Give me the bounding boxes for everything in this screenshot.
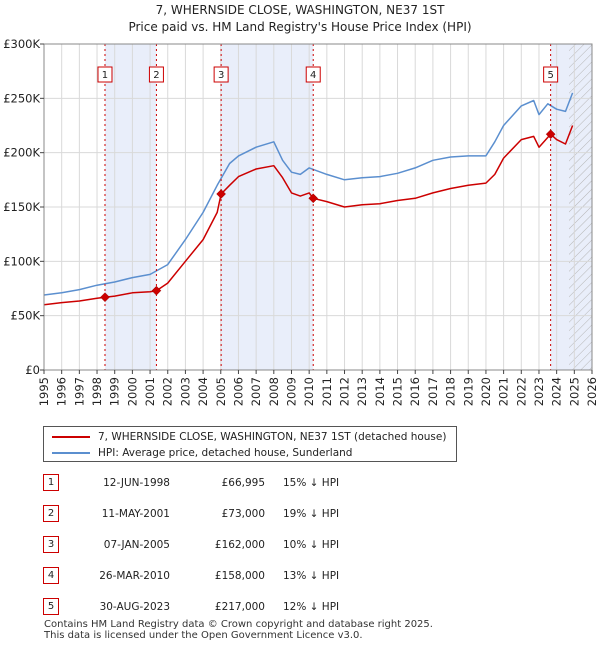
x-tick-label: 2015	[391, 377, 405, 406]
sale-hpi-diff: 10% ↓ HPI	[283, 539, 340, 551]
x-tick-label: 1998	[90, 377, 104, 406]
sale-date: 26-MAR-2010	[99, 570, 170, 582]
x-tick-label: 2024	[550, 377, 564, 406]
sale-label-box	[305, 66, 321, 83]
y-tick-label: £100K	[3, 254, 40, 268]
sale-number-badge: 4	[43, 567, 59, 584]
legend-swatch-blue	[52, 452, 90, 454]
legend-swatch-red	[52, 436, 90, 438]
price-chart: 7, WHERNSIDE CLOSE, WASHINGTON, NE37 1ST…	[3, 3, 599, 406]
x-tick-label: 2004	[196, 377, 210, 406]
series-line-hpi	[44, 92, 574, 296]
legend-item-property: 7, WHERNSIDE CLOSE, WASHINGTON, NE37 1ST…	[52, 429, 446, 445]
y-tick-label: £50K	[11, 309, 41, 323]
sale-hpi-diff: 13% ↓ HPI	[283, 570, 340, 582]
x-tick-label: 2005	[214, 377, 228, 406]
sale-point	[308, 193, 319, 204]
sale-label-box	[543, 66, 559, 83]
sale-hpi-diff: 15% ↓ HPI	[283, 477, 340, 489]
x-tick-label: 2020	[479, 377, 493, 406]
sale-label-box	[213, 66, 229, 83]
sale-point	[100, 292, 110, 303]
sale-point	[151, 285, 162, 296]
sale-hpi-diff: 12% ↓ HPI	[283, 601, 340, 613]
x-tick-label: 2001	[143, 377, 157, 406]
legend-item-hpi: HPI: Average price, detached house, Sund…	[52, 445, 352, 461]
sale-number-badge: 2	[43, 505, 59, 522]
sale-number-badge: 5	[43, 598, 59, 615]
x-tick-label: 2002	[161, 377, 175, 406]
sale-price: £158,000	[214, 570, 265, 582]
x-tick-label: 2025	[567, 377, 581, 406]
chart-subtitle: Price paid vs. HM Land Registry's House …	[128, 20, 471, 34]
sale-label-number: 3	[218, 70, 224, 81]
x-tick-label: 2000	[125, 377, 139, 406]
x-tick-label: 1999	[108, 377, 122, 406]
sale-markers: 1 2 3 4 5	[97, 44, 559, 370]
sale-price: £217,000	[214, 601, 265, 613]
x-tick-label: 2019	[461, 377, 475, 406]
x-tick-label: 2013	[355, 377, 369, 406]
legend-label-hpi: HPI: Average price, detached house, Sund…	[98, 447, 353, 459]
x-tick-label: 2018	[444, 377, 458, 406]
x-tick-label: 2011	[320, 377, 334, 406]
series-lines	[44, 92, 574, 306]
series-line-property	[44, 125, 574, 306]
y-tick-label: £250K	[3, 91, 40, 105]
sale-price: £162,000	[214, 539, 265, 551]
footer-licence: This data is licensed under the Open Gov…	[44, 630, 363, 641]
sale-date: 30-AUG-2023	[99, 601, 170, 613]
y-tick-label: £300K	[3, 37, 40, 51]
sale-point	[216, 189, 226, 199]
footer-copyright: Contains HM Land Registry data © Crown c…	[44, 619, 433, 630]
table-row: 4 26-MAR-2010 £158,000 13% ↓ HPI	[0, 567, 600, 585]
x-tick-label: 2014	[373, 377, 387, 406]
sale-number-badge: 1	[43, 474, 59, 491]
sale-point	[545, 129, 556, 140]
table-row: 3 07-JAN-2005 £162,000 10% ↓ HPI	[0, 536, 600, 554]
sale-label-number: 4	[310, 70, 316, 81]
x-tick-label: 2022	[514, 377, 528, 406]
table-row: 5 30-AUG-2023 £217,000 12% ↓ HPI	[0, 598, 600, 616]
sale-label-number: 5	[547, 70, 553, 81]
y-tick-label: £200K	[3, 146, 40, 160]
x-tick-label: 1997	[72, 377, 86, 406]
x-tick-label: 2023	[532, 377, 546, 406]
chart-title: 7, WHERNSIDE CLOSE, WASHINGTON, NE37 1ST	[156, 3, 445, 17]
x-tick-label: 2012	[338, 377, 352, 406]
sale-label-number: 2	[153, 70, 159, 81]
x-tick-label: 2003	[178, 377, 192, 406]
y-tick-label: £0	[25, 363, 40, 377]
sale-number-badge: 3	[43, 536, 59, 553]
y-tick-label: £150K	[3, 200, 40, 214]
sale-label-box	[97, 66, 113, 83]
legend: 7, WHERNSIDE CLOSE, WASHINGTON, NE37 1ST…	[43, 426, 457, 462]
x-tick-label: 2006	[231, 377, 245, 406]
sale-price: £73,000	[221, 508, 265, 520]
x-tick-label: 1996	[55, 377, 69, 406]
x-tick-label: 2008	[267, 377, 281, 406]
table-row: 1 12-JUN-1998 £66,995 15% ↓ HPI	[0, 474, 600, 492]
x-tick-label: 2021	[497, 377, 511, 406]
sale-label-number: 1	[102, 70, 108, 81]
legend-label-property: 7, WHERNSIDE CLOSE, WASHINGTON, NE37 1ST…	[98, 431, 447, 443]
sale-date: 11-MAY-2001	[101, 508, 170, 520]
x-tick-label: 2007	[249, 377, 263, 406]
sale-price: £66,995	[221, 477, 265, 489]
footer-notice: Contains HM Land Registry data © Crown c…	[44, 619, 433, 641]
sale-label-box	[148, 66, 164, 83]
x-tick-label: 2017	[426, 377, 440, 406]
table-row: 2 11-MAY-2001 £73,000 19% ↓ HPI	[0, 505, 600, 523]
x-tick-label: 2016	[408, 377, 422, 406]
sale-hpi-diff: 19% ↓ HPI	[283, 508, 340, 520]
x-tick-label: 2026	[585, 377, 599, 406]
x-tick-label: 2009	[284, 377, 298, 406]
x-tick-label: 1995	[37, 377, 51, 406]
sale-date: 07-JAN-2005	[103, 539, 170, 551]
sale-date: 12-JUN-1998	[103, 477, 170, 489]
x-tick-label: 2010	[302, 377, 316, 406]
